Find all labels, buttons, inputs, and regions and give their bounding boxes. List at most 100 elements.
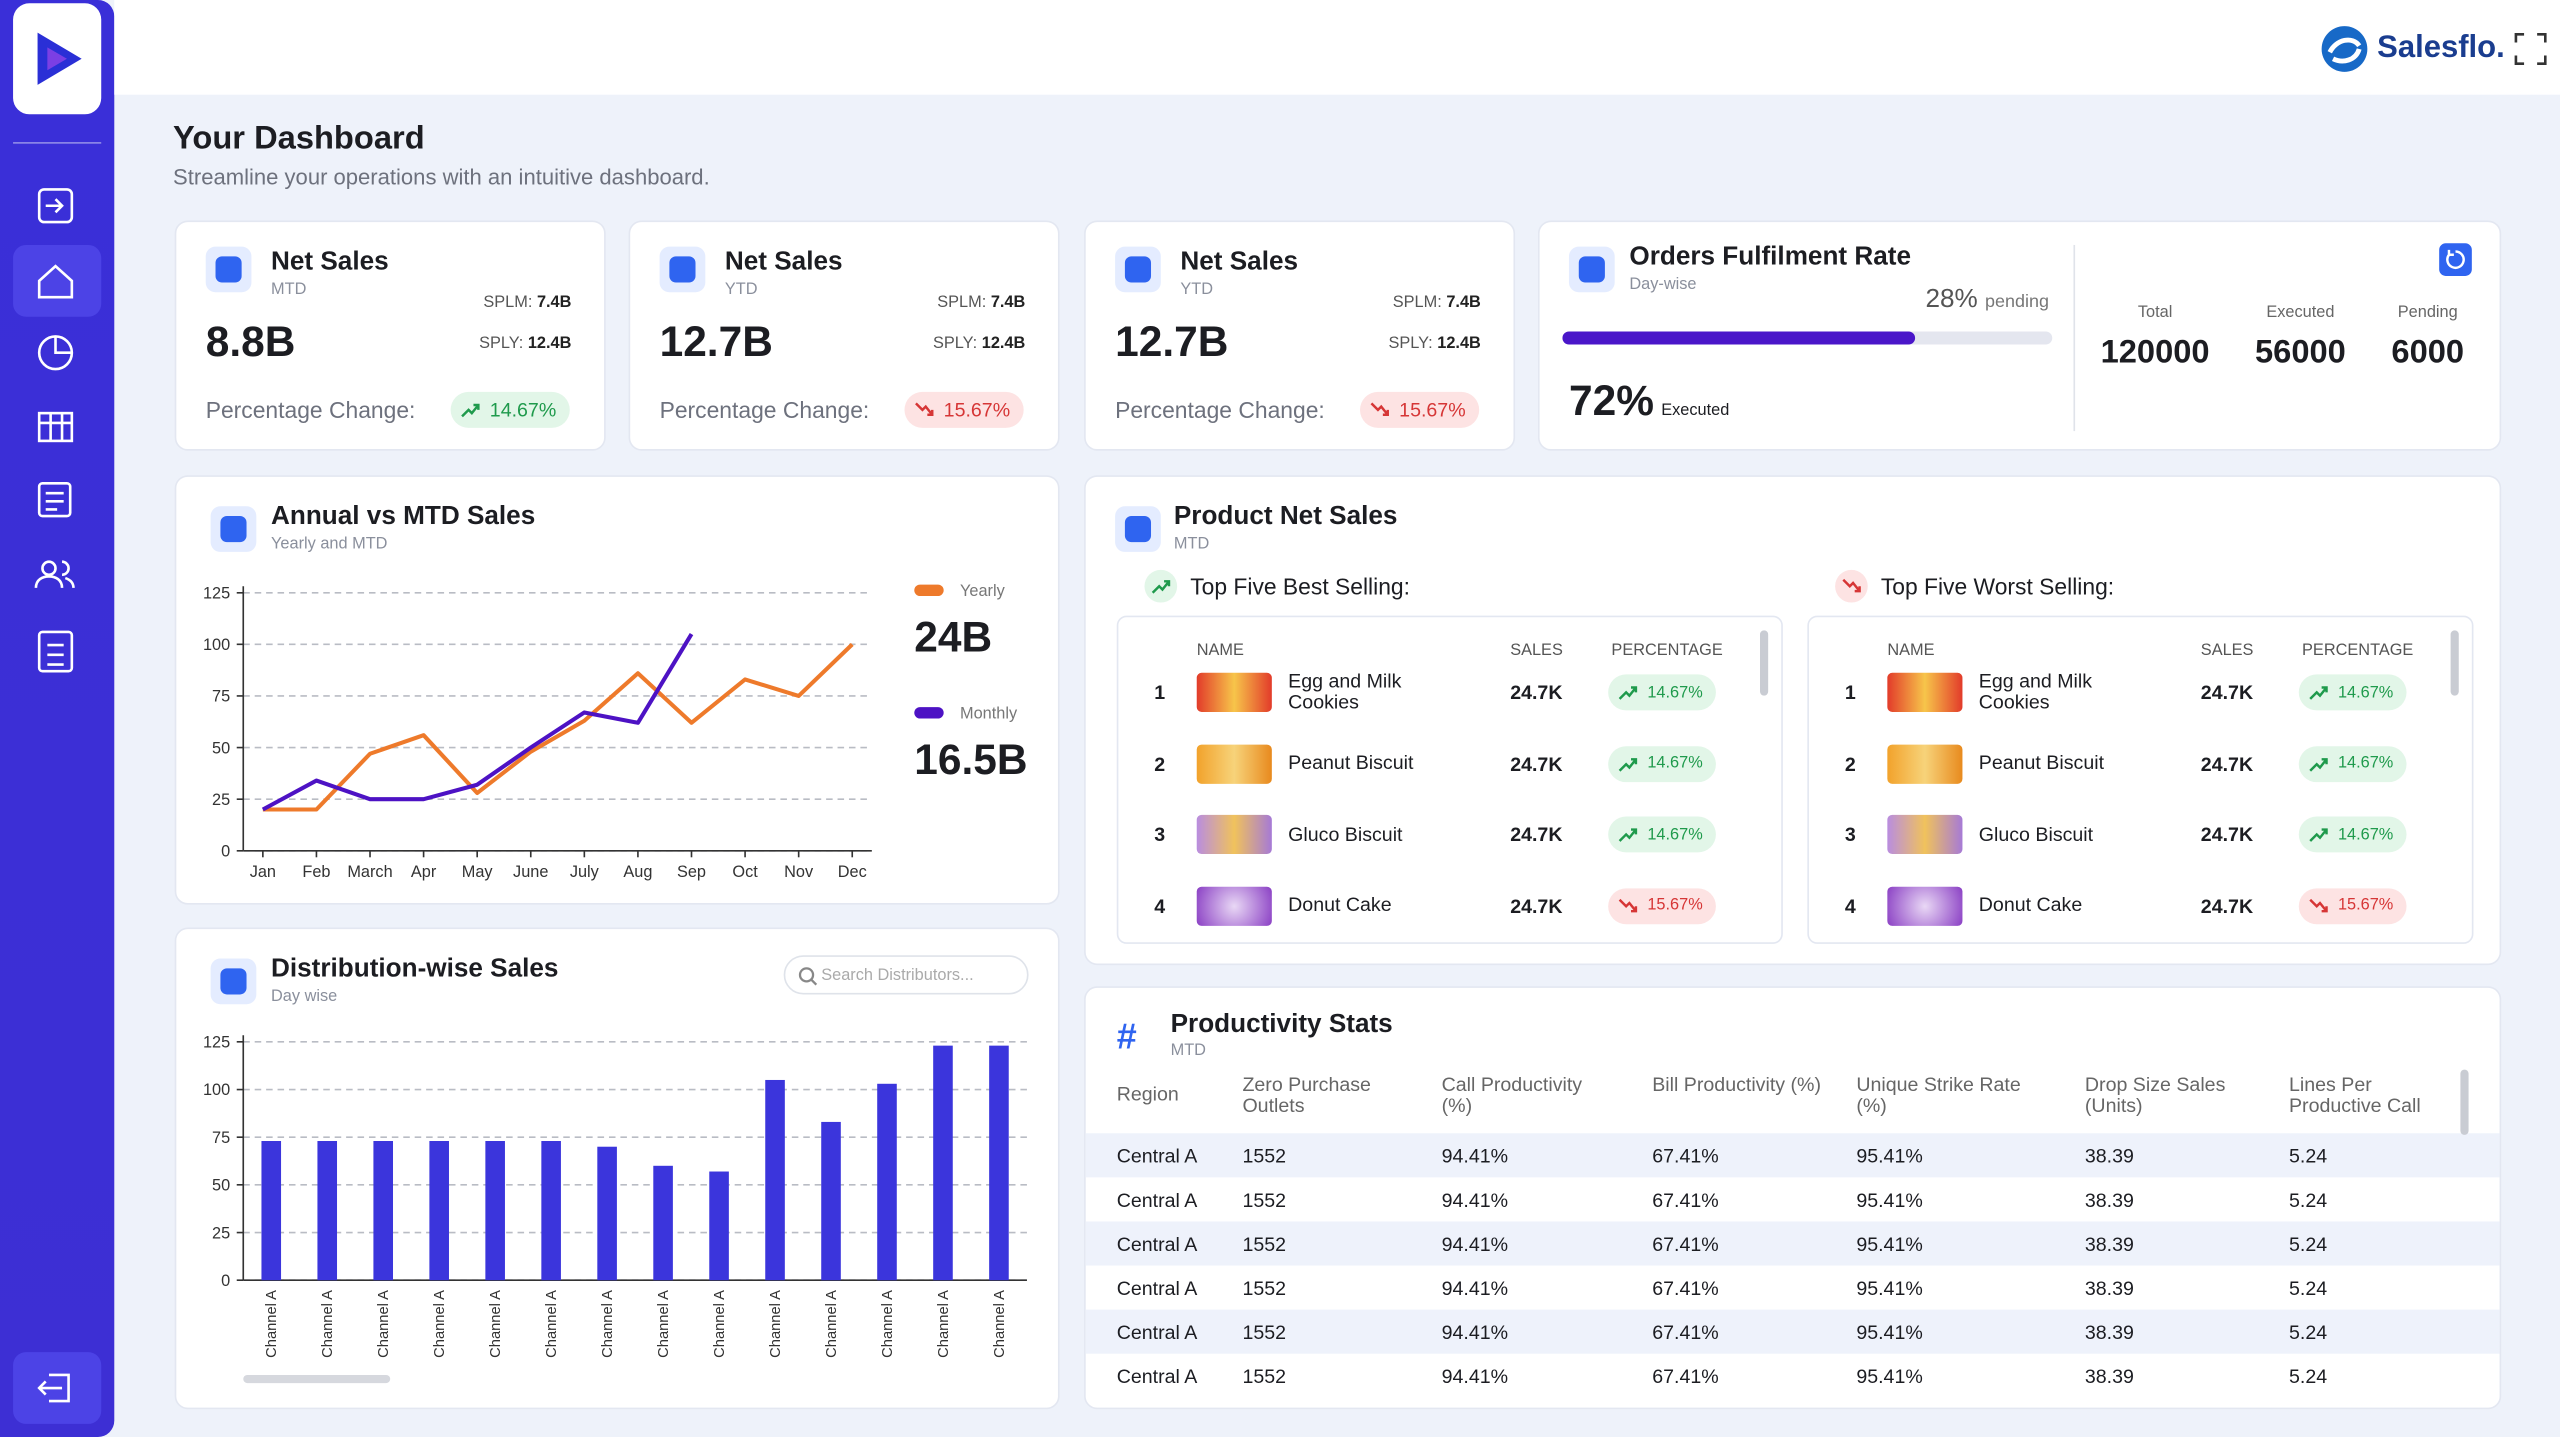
bar-chart-card: Distribution-wise Sales Day wise Search … [174, 927, 1060, 1410]
x-tick-label: May [462, 863, 494, 881]
table-cell: Central A [1116, 1232, 1198, 1256]
bar [933, 1045, 953, 1281]
trend-value: 14.67% [2337, 754, 2394, 773]
product-image [1196, 885, 1272, 926]
scrollbar[interactable] [2460, 1069, 2469, 1135]
rank: 2 [1844, 751, 1856, 775]
nav-table[interactable] [37, 411, 74, 443]
trend-arrow [1618, 757, 1638, 771]
column-header: Zero Purchase Outlets [1242, 1072, 1371, 1117]
trend-icon [1370, 402, 1389, 416]
stat-value: 6000 [2391, 334, 2465, 371]
pending-label: pending [1985, 292, 2049, 312]
table-cell: 5.24 [2288, 1276, 2328, 1300]
kpi-card: Net Sales MTD SPLM: 7.4B SPLY: 12.4B 8.8B Per… [174, 220, 606, 451]
table-cell: 94.41% [1441, 1321, 1509, 1344]
nav-login[interactable] [37, 188, 74, 224]
table-cell: 95.41% [1856, 1365, 1923, 1389]
product-icon [1115, 506, 1161, 552]
table-row: Central A 1552 94.41% 67.41% 95.41% 38.39 5.24 [1086, 1177, 2500, 1221]
trend-arrow [1151, 580, 1171, 594]
trend-arrow [1618, 686, 1638, 700]
section-header: Top Five Best Selling: [1144, 569, 1410, 603]
table-cell: 1552 [1242, 1144, 1287, 1168]
trend-arrow [1370, 402, 1389, 416]
change-label: Percentage Change: [659, 396, 870, 423]
sidebar [0, 0, 115, 1437]
product-image [1196, 672, 1272, 712]
trend-icon [1618, 686, 1638, 700]
refresh-button[interactable] [2439, 243, 2472, 276]
table-cell: 5.24 [2288, 1365, 2328, 1389]
trend-value: 15.67% [2337, 896, 2394, 915]
product-image [1196, 814, 1272, 855]
legend-label: Monthly [960, 704, 1018, 722]
table-cell: 1552 [1242, 1276, 1287, 1300]
bar [597, 1146, 617, 1281]
x-tick-label: Channel A [824, 1290, 840, 1358]
x-tick-label: Channel A [376, 1290, 392, 1358]
search-box[interactable]: Search Distributors... [783, 955, 1029, 995]
top-bar: Salesflo. [114, 0, 2560, 95]
splm-value: 7.4B [536, 293, 572, 312]
nav-reports[interactable] [37, 482, 72, 518]
stat-value: 56000 [2254, 334, 2346, 371]
trend-value: 14.67% [1647, 825, 1703, 844]
splm-value: 7.4B [1446, 293, 1481, 312]
x-tick-label: Aug [623, 863, 652, 881]
product-image [1887, 814, 1963, 855]
nav-home-active[interactable] [13, 244, 102, 317]
table-cell: 67.41% [1652, 1321, 1719, 1344]
table-row: Central A 1552 94.41% 67.41% 95.41% 38.39 5.24 [1086, 1354, 2500, 1398]
x-tick-label: Oct [732, 863, 758, 881]
x-tick-label: Channel A [320, 1290, 336, 1358]
nav-tasks[interactable] [37, 630, 74, 673]
change-label: Percentage Change: [205, 396, 416, 423]
legend-swatch [914, 584, 944, 597]
icon-glyph [215, 256, 242, 283]
pending-pct: 28% [1925, 285, 1978, 314]
product-name: Peanut Biscuit [1288, 751, 1414, 775]
column-header: PERCENTAGE [2302, 641, 2414, 660]
kpi-splm: SPLM: 7.4B [1393, 294, 1481, 312]
logout-icon [37, 1373, 70, 1403]
trend-arrow [2309, 828, 2328, 842]
legend-label: Yearly [960, 582, 1006, 600]
scrollbar [1759, 630, 1769, 696]
trend-badge: 14.67% [2298, 745, 2407, 782]
kpi-period: YTD [724, 280, 758, 299]
rank: 2 [1154, 751, 1166, 775]
trend-icon [2309, 757, 2328, 771]
y-tick-label: 75 [212, 1129, 230, 1147]
rank: 4 [1154, 894, 1166, 917]
column-header: NAME [1196, 641, 1244, 660]
fullscreen-button[interactable] [2514, 32, 2547, 66]
orders-period: Day-wise [1629, 275, 1697, 294]
x-tick-label: Feb [302, 863, 330, 881]
table-cell: 95.41% [1856, 1321, 1923, 1344]
kpi-sply: SPLY: 12.4B [933, 335, 1025, 353]
app-logo[interactable] [13, 3, 102, 115]
logout-button[interactable] [13, 1352, 102, 1424]
rank: 1 [1154, 680, 1166, 704]
bar [653, 1165, 673, 1281]
trend-value: 14.67% [1647, 683, 1703, 702]
series-line [261, 632, 694, 812]
x-tick-label: Apr [411, 863, 437, 881]
trend-badge: 14.67% [2298, 674, 2407, 711]
column-header: Call Productivity (%) [1441, 1072, 1583, 1117]
trend-icon [2309, 686, 2328, 700]
scrollbar[interactable] [243, 1374, 391, 1384]
product-table: NAME SALES PERCENTAGE 1 Egg and Milk Cookies… [1116, 615, 1783, 944]
kpi-sply: SPLY: 12.4B [479, 335, 571, 353]
column-header: Drop Size Sales (Units) [2084, 1072, 2226, 1117]
rank: 1 [1844, 680, 1856, 704]
nav-users[interactable] [41, 560, 57, 577]
orders-executed: 72% Executed [1569, 376, 1729, 427]
productivity-card: # Productivity Stats MTD Region Zero Purc… [1084, 986, 2502, 1410]
hash-icon: # [1116, 1015, 1137, 1057]
sply-label: SPLY: [933, 334, 978, 353]
section-header: Top Five Worst Selling: [1835, 569, 2114, 603]
nav-home[interactable] [37, 264, 74, 299]
